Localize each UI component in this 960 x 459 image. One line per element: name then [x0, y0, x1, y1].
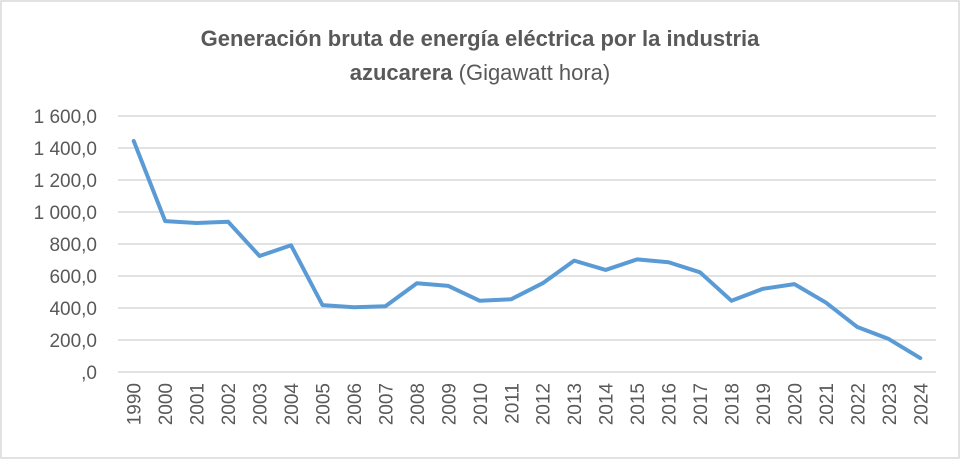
chart-title-line2: azucarera (Gigawatt hora) [350, 60, 611, 85]
x-tick-label: 2018 [723, 383, 744, 425]
x-tick-label: 2008 [408, 383, 429, 425]
x-tick-label: 2015 [628, 383, 649, 425]
x-tick-label: 2007 [376, 383, 397, 425]
x-tick-label: 2014 [597, 383, 618, 426]
x-tick-label: 2024 [911, 383, 932, 426]
x-tick-label: 2002 [219, 383, 240, 425]
chart-title-unit: (Gigawatt hora) [459, 60, 611, 85]
x-tick-label: 2006 [345, 383, 366, 425]
y-tick-label: 800,0 [49, 235, 97, 256]
chart-title-line1: Generación bruta de energía eléctrica po… [201, 26, 760, 51]
x-tick-label: 2016 [660, 383, 681, 425]
y-tick-label: 1 200,0 [34, 171, 97, 192]
x-tick-label: 2013 [565, 383, 586, 425]
x-tick-label: 2010 [471, 383, 492, 425]
y-tick-label: 600,0 [49, 267, 97, 288]
x-tick-label: 2023 [880, 383, 901, 425]
x-tick-label: 2003 [251, 383, 272, 425]
x-tick-label: 2021 [817, 383, 838, 425]
x-tick-label: 2017 [691, 383, 712, 425]
y-tick-label: 400,0 [49, 299, 97, 320]
chart-title-bold-part: azucarera [350, 60, 454, 85]
y-tick-label: 1 400,0 [34, 139, 97, 160]
x-tick-label: 2022 [848, 383, 869, 425]
x-tick-label: 2011 [502, 383, 523, 424]
x-tick-label: 1990 [125, 383, 146, 425]
x-tick-label: 2000 [156, 383, 177, 425]
x-tick-label: 2004 [282, 383, 303, 426]
x-tick-label: 2009 [439, 383, 460, 425]
x-tick-label: 2005 [314, 383, 335, 425]
x-tick-label: 2001 [188, 383, 209, 425]
x-tick-label: 2019 [754, 383, 775, 425]
series-line [131, 138, 923, 361]
y-tick-label: 1 600,0 [34, 107, 97, 128]
y-tick-label: ,0 [81, 363, 97, 384]
y-tick-label: 200,0 [49, 331, 97, 352]
x-tick-label: 2020 [785, 383, 806, 425]
y-tick-label: 1 000,0 [34, 203, 97, 224]
x-tick-label: 2012 [534, 383, 555, 425]
